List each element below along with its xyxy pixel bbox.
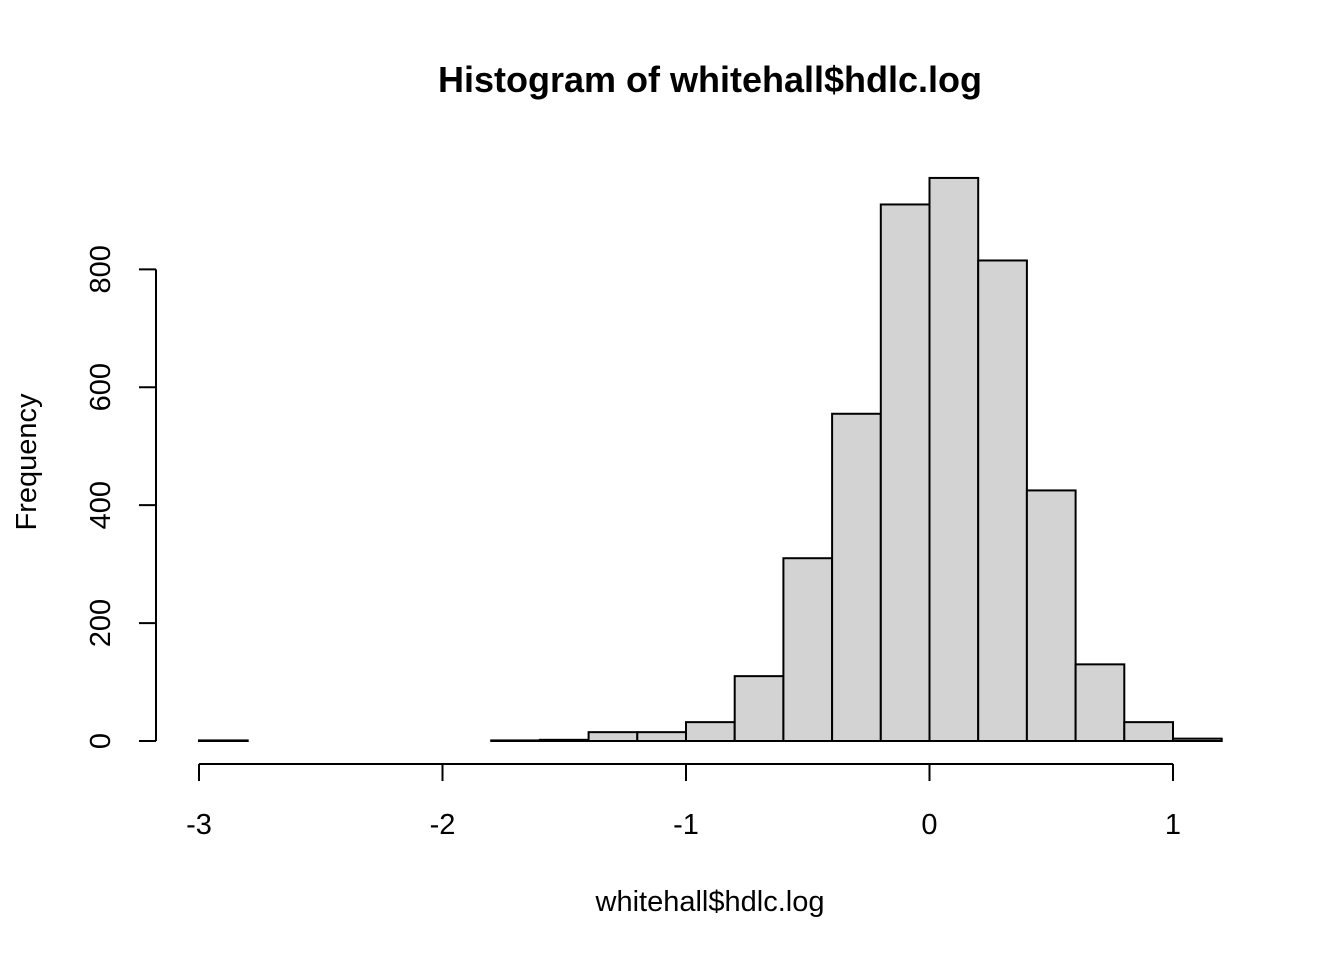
histogram-bar bbox=[685, 721, 736, 743]
bars-group bbox=[198, 176, 1223, 743]
y-tick-label: 800 bbox=[85, 245, 117, 293]
x-tick-label: -3 bbox=[186, 809, 212, 841]
x-axis: -3 -2 -1 0 1 bbox=[186, 763, 1181, 841]
histogram-bar bbox=[490, 739, 541, 743]
histogram-bar bbox=[782, 557, 834, 742]
y-tick-label: 200 bbox=[85, 599, 117, 647]
histogram-bar bbox=[198, 739, 249, 743]
histogram-bar bbox=[1172, 737, 1223, 743]
histogram-bar bbox=[831, 412, 882, 742]
histogram-bar bbox=[1025, 489, 1077, 743]
histogram-bar bbox=[928, 176, 980, 742]
histogram-bar bbox=[636, 731, 687, 743]
histogram-bar bbox=[1123, 721, 1175, 743]
histogram-bar bbox=[1074, 663, 1126, 742]
y-tick-label: 600 bbox=[85, 363, 117, 411]
y-axis-label: Frequency bbox=[11, 393, 43, 531]
y-tick-label: 400 bbox=[85, 481, 117, 529]
x-tick-label: -2 bbox=[430, 809, 456, 841]
histogram-bar bbox=[977, 259, 1028, 742]
histogram-bar bbox=[538, 738, 590, 743]
chart-title: Histogram of whitehall$hdlc.log bbox=[438, 59, 982, 100]
y-tick-label: 0 bbox=[85, 733, 117, 749]
x-tick-label: 0 bbox=[921, 809, 937, 841]
histogram-bar bbox=[733, 675, 785, 742]
x-axis-label: whitehall$hdlc.log bbox=[595, 886, 825, 918]
histogram-bar bbox=[587, 731, 639, 743]
histogram-bar bbox=[879, 203, 931, 743]
y-axis: 0 200 400 600 800 bbox=[85, 245, 157, 749]
x-tick-label: 1 bbox=[1165, 809, 1181, 841]
x-tick-label: -1 bbox=[673, 809, 699, 841]
